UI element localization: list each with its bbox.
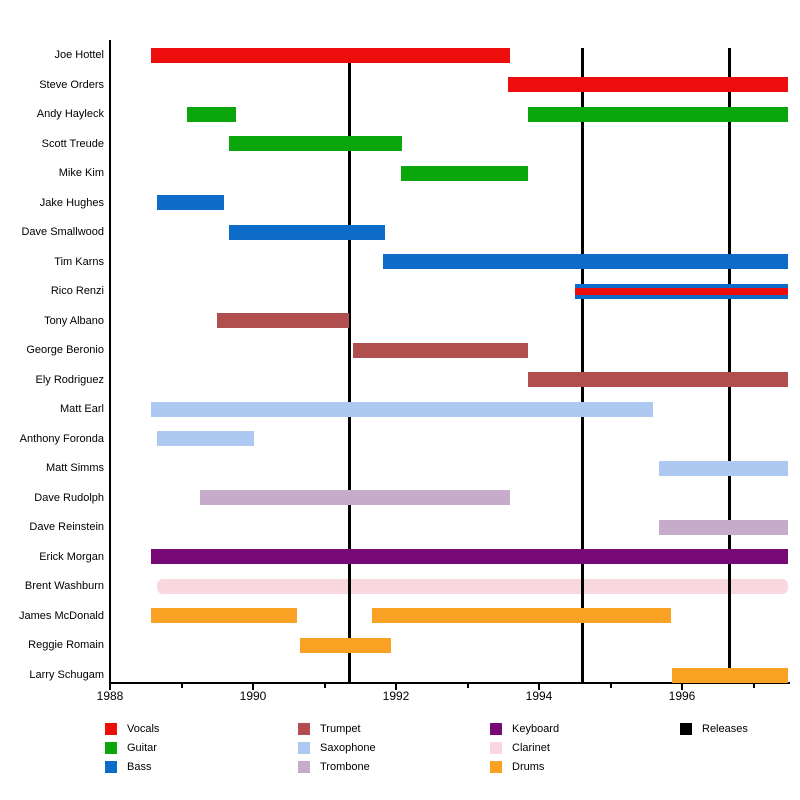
y-axis-line xyxy=(109,40,111,684)
timeline-bar-trombone xyxy=(200,490,510,506)
member-label: Matt Earl xyxy=(59,403,104,416)
legend-swatch-saxophone xyxy=(298,742,310,754)
timeline-bar-vocals xyxy=(574,287,788,295)
legend-label-trombone: Trombone xyxy=(320,761,370,773)
timeline-bar-saxophone xyxy=(151,401,654,417)
x-tick-major xyxy=(109,684,111,690)
timeline-bar-drums xyxy=(671,667,788,683)
x-tick-major xyxy=(252,684,254,690)
timeline-bar-guitar xyxy=(186,106,236,122)
release-line xyxy=(348,48,352,682)
member-label: Rico Renzi xyxy=(50,285,104,298)
member-label: Joe Hottel xyxy=(54,49,104,61)
timeline-bar-guitar xyxy=(528,106,788,122)
legend-label-drums: Drums xyxy=(512,761,545,773)
x-tick-minor xyxy=(323,684,326,688)
x-tick-major xyxy=(395,684,397,690)
legend-swatch-drums xyxy=(490,761,502,773)
member-label: Steve Orders xyxy=(39,78,104,91)
member-label: Tony Albano xyxy=(44,314,104,327)
x-tick-label: 1988 xyxy=(96,689,124,703)
timeline-bar-drums xyxy=(300,637,391,653)
timeline-bar-vocals xyxy=(508,77,788,93)
release-line xyxy=(727,48,731,682)
timeline-bar-clarinet xyxy=(157,578,788,594)
member-label: Larry Schugam xyxy=(29,669,104,681)
member-label: Andy Hayleck xyxy=(36,108,104,121)
timeline-bar-guitar xyxy=(229,136,403,152)
member-label: Ely Rodriguez xyxy=(35,373,104,386)
legend-label-clarinet: Clarinet xyxy=(512,742,550,754)
member-label: Reggie Romain xyxy=(28,639,104,652)
timeline-bar-guitar xyxy=(401,165,529,181)
x-axis-line xyxy=(109,682,790,684)
x-tick-label: 1996 xyxy=(668,689,696,703)
timeline-bar-bass xyxy=(157,195,224,211)
timeline-bar-trumpet xyxy=(216,313,349,329)
legend-swatch-trombone xyxy=(298,761,310,773)
timeline-bar-keyboard xyxy=(151,549,788,565)
x-tick-minor xyxy=(180,684,183,688)
x-tick-minor xyxy=(609,684,612,688)
legend-swatch-releases xyxy=(680,723,692,735)
legend-label-trumpet: Trumpet xyxy=(320,723,361,735)
member-label: Scott Treude xyxy=(41,137,104,150)
legend-swatch-bass xyxy=(105,761,117,773)
legend-label-keyboard: Keyboard xyxy=(512,723,560,735)
timeline-bar-drums xyxy=(371,608,672,624)
member-label: Matt Simms xyxy=(45,462,104,475)
legend-label-guitar: Guitar xyxy=(127,742,157,754)
timeline-bar-trumpet xyxy=(353,342,529,358)
member-label: Dave Rudolph xyxy=(34,491,104,504)
member-label: Erick Morgan xyxy=(39,550,104,563)
x-tick-label: 1994 xyxy=(525,689,553,703)
member-label: Mike Kim xyxy=(58,167,104,180)
timeline-bar-trombone xyxy=(659,519,788,535)
legend-swatch-keyboard xyxy=(490,723,502,735)
legend-label-bass: Bass xyxy=(127,761,152,773)
x-tick-label: 1992 xyxy=(382,689,410,703)
release-line xyxy=(581,48,585,682)
x-tick-major xyxy=(538,684,540,690)
x-tick-label: 1990 xyxy=(239,689,267,703)
member-label: James McDonald xyxy=(19,609,104,622)
x-tick-minor xyxy=(466,684,469,688)
timeline-bar-bass xyxy=(229,224,386,240)
member-label: Anthony Foronda xyxy=(19,432,104,445)
timeline-bar-trumpet xyxy=(528,372,788,388)
member-label: George Beronio xyxy=(26,344,104,357)
legend-swatch-vocals xyxy=(105,723,117,735)
timeline-bar-bass xyxy=(383,254,788,270)
member-label: Tim Karns xyxy=(54,255,104,268)
member-label: Dave Smallwood xyxy=(21,226,104,239)
timeline-bar-drums xyxy=(151,608,298,624)
legend-swatch-guitar xyxy=(105,742,117,754)
x-tick-minor xyxy=(752,684,755,688)
legend-swatch-clarinet xyxy=(490,742,502,754)
x-tick-major xyxy=(681,684,683,690)
member-label: Dave Reinstein xyxy=(29,521,104,534)
legend-label-saxophone: Saxophone xyxy=(320,742,376,754)
legend-swatch-trumpet xyxy=(298,723,310,735)
legend-label-vocals: Vocals xyxy=(127,723,160,735)
timeline-bar-vocals xyxy=(151,47,510,63)
legend-label-releases: Releases xyxy=(702,723,748,735)
timeline-bar-saxophone xyxy=(157,431,255,447)
member-label: Jake Hughes xyxy=(39,196,104,209)
member-label: Brent Washburn xyxy=(24,580,104,593)
timeline-bar-saxophone xyxy=(659,460,788,476)
